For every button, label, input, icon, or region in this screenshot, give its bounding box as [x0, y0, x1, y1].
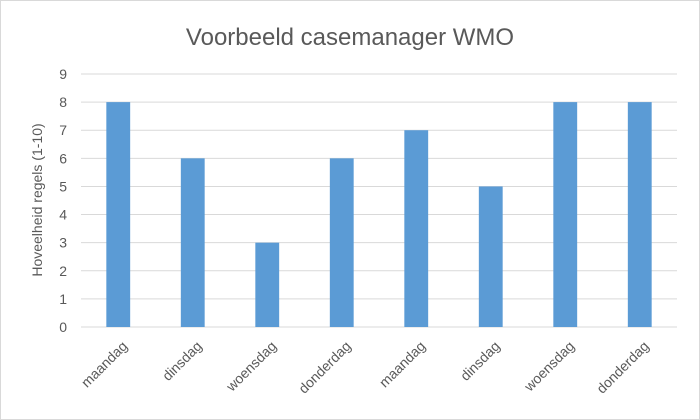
y-tick-label: 1 [59, 291, 67, 307]
y-tick-label: 0 [59, 319, 67, 335]
bar-8 [627, 102, 652, 327]
y-tick-label: 6 [59, 150, 67, 166]
y-tick-label: 2 [59, 263, 67, 279]
x-category-label: dinsdag [159, 338, 205, 384]
y-tick-label: 8 [59, 94, 67, 110]
x-category-label: woensdag [520, 338, 577, 395]
x-category-label: donderdag [295, 338, 354, 397]
y-axis-title: Hoveelheid regels (1-10) [29, 123, 45, 276]
y-tick-label: 4 [59, 207, 67, 223]
bar-4 [329, 158, 354, 327]
bar-7 [553, 102, 578, 327]
bar-3 [255, 242, 280, 327]
x-category-label: woensdag [222, 338, 279, 395]
x-category-label: dinsdag [457, 338, 503, 384]
bar-1 [106, 102, 131, 327]
y-tick-label: 7 [59, 122, 67, 138]
bars [106, 102, 652, 327]
gridlines [81, 73, 677, 328]
chart-title: Voorbeeld casemanager WMO [186, 24, 514, 51]
bar-5 [404, 130, 429, 327]
y-tick-label: 5 [59, 178, 67, 194]
y-axis-ticks: 0 1 2 3 4 5 6 7 8 9 [59, 66, 67, 335]
x-category-label: maandag [376, 338, 429, 391]
y-tick-label: 3 [59, 235, 67, 251]
bar-6 [478, 186, 503, 327]
x-axis-labels: maandag dinsdag woensdag donderdag maandag di… [78, 338, 652, 397]
x-category-label: maandag [78, 338, 131, 391]
bar-2 [180, 158, 205, 327]
y-tick-label: 9 [59, 66, 67, 82]
x-category-label: donderdag [593, 338, 652, 397]
